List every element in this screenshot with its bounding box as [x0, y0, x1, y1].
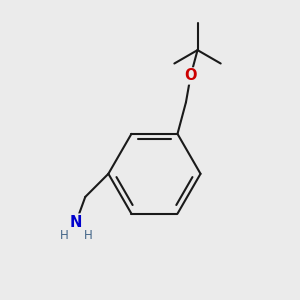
Text: O: O: [184, 68, 197, 83]
Text: H: H: [84, 229, 92, 242]
Text: N: N: [70, 214, 82, 230]
Text: H: H: [60, 229, 69, 242]
